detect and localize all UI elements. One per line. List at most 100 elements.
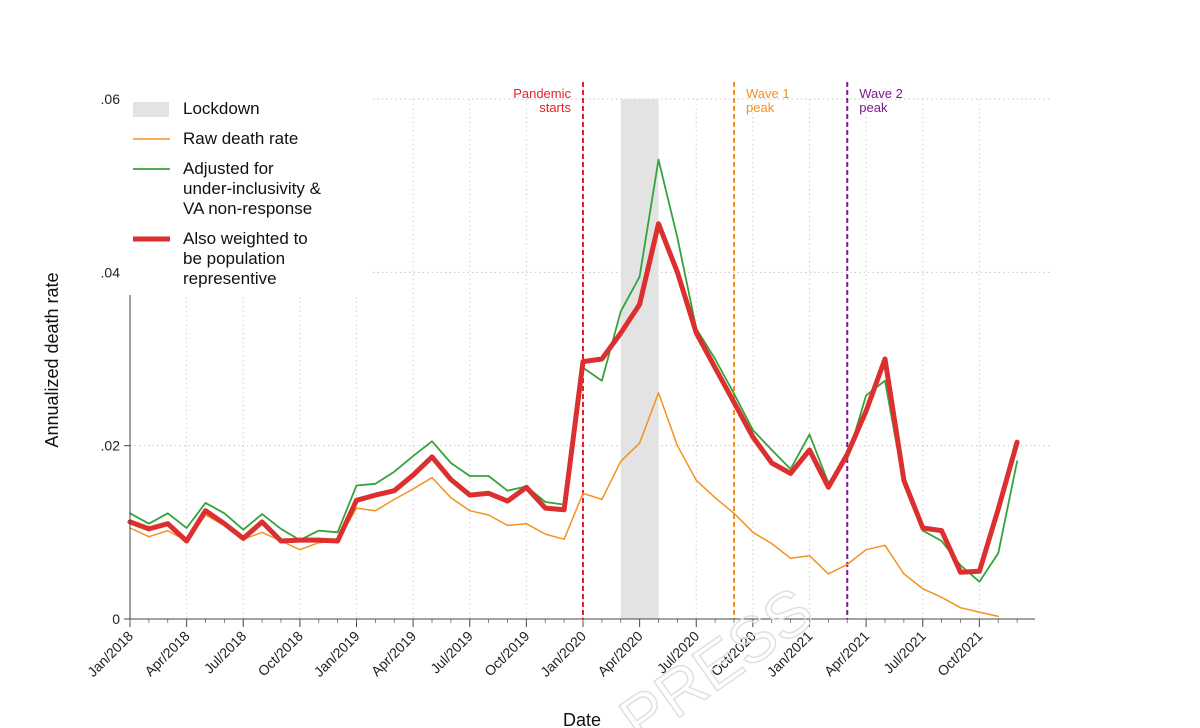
series-point <box>865 549 867 551</box>
series-point <box>544 501 546 503</box>
series-point <box>959 607 962 609</box>
series-point <box>733 393 735 395</box>
series-point <box>336 531 339 533</box>
series-point <box>620 460 622 462</box>
series-point <box>316 537 322 543</box>
series-point <box>525 523 528 525</box>
series-point <box>712 365 718 371</box>
series-point <box>184 538 189 544</box>
series-point <box>412 455 414 457</box>
series-point <box>599 356 605 362</box>
series-point <box>374 483 377 485</box>
series-point <box>657 392 660 394</box>
series-point <box>752 531 754 533</box>
series-point <box>165 521 171 526</box>
series-point <box>639 442 641 444</box>
lockdown-band <box>620 99 659 619</box>
series-point <box>448 477 454 482</box>
series-point <box>544 533 546 535</box>
series-point <box>618 330 624 336</box>
series-point <box>467 492 473 498</box>
series-point <box>865 394 867 397</box>
x-tick-label: Apr/2020 <box>594 628 646 680</box>
series-point <box>241 536 246 541</box>
x-tick-label: Apr/2021 <box>821 628 873 680</box>
series-point <box>901 478 907 483</box>
series-point <box>958 569 963 575</box>
series-point <box>657 159 660 161</box>
series-point <box>355 484 358 487</box>
series-point <box>580 359 586 364</box>
series-point <box>922 588 924 590</box>
event-label: starts <box>539 100 571 115</box>
series-point <box>884 544 886 546</box>
legend-label: under-inclusivity & <box>183 179 322 198</box>
series-point <box>167 530 169 532</box>
series-point <box>148 523 150 525</box>
series-point <box>505 498 510 504</box>
series-point <box>997 552 999 554</box>
lockdown-region <box>620 99 659 619</box>
series-point <box>714 497 716 499</box>
x-axis-title: Date <box>563 710 601 728</box>
event-label: peak <box>859 100 888 115</box>
series-point <box>278 538 284 544</box>
series-point <box>714 358 716 360</box>
series-point <box>429 454 435 460</box>
series-point <box>978 611 981 613</box>
series-point <box>940 540 943 542</box>
series-point <box>373 492 378 498</box>
y-tick-label: .02 <box>101 438 121 454</box>
legend-label: Also weighted to <box>183 229 308 248</box>
legend-label: Raw death rate <box>183 129 298 148</box>
y-axis-title: Annualized death rate <box>42 272 62 447</box>
y-tick-label: 0 <box>112 611 120 627</box>
series-point <box>582 492 584 494</box>
series-point <box>354 498 359 503</box>
series-point <box>863 408 869 414</box>
series-point <box>882 356 888 362</box>
series-point <box>676 445 679 447</box>
series-point <box>771 543 773 545</box>
series-point <box>242 529 244 531</box>
series-point <box>299 549 301 551</box>
x-tick-label: Jul/2019 <box>427 628 476 677</box>
y-tick-label: .04 <box>101 264 121 280</box>
series-line <box>127 221 1020 575</box>
series-point <box>827 573 830 575</box>
series-point <box>769 460 775 466</box>
series-point <box>694 330 699 336</box>
series-point <box>450 462 452 464</box>
series-point <box>638 276 641 278</box>
series-point <box>469 475 471 477</box>
legend-label: be population <box>183 249 285 268</box>
series-point <box>203 508 208 513</box>
series-point <box>563 538 565 540</box>
series-point <box>997 615 999 618</box>
series-point <box>750 434 756 440</box>
x-tick-label: Jul/2021 <box>880 628 929 677</box>
series-point <box>167 512 169 514</box>
series-point <box>807 447 812 453</box>
series-point <box>941 596 943 598</box>
series-point <box>676 237 679 239</box>
series-point <box>487 475 490 477</box>
series-point <box>920 525 926 531</box>
x-tick-label: Jan/2018 <box>84 628 136 680</box>
x-tick-label: Oct/2018 <box>254 628 306 680</box>
series-point <box>261 531 263 533</box>
series-point <box>393 471 395 473</box>
series-point <box>148 536 150 538</box>
series-point <box>790 557 792 559</box>
series-point <box>392 488 397 494</box>
series-point <box>977 569 982 574</box>
legend-label: representive <box>183 269 277 288</box>
legend-swatch <box>133 102 169 117</box>
legend: Lockdown Raw death rate Adjusted forunder-… <box>120 90 370 295</box>
series-point <box>486 491 491 496</box>
x-tick-label: Jan/2020 <box>537 628 589 680</box>
series-point <box>185 527 188 529</box>
series-point <box>506 490 509 492</box>
